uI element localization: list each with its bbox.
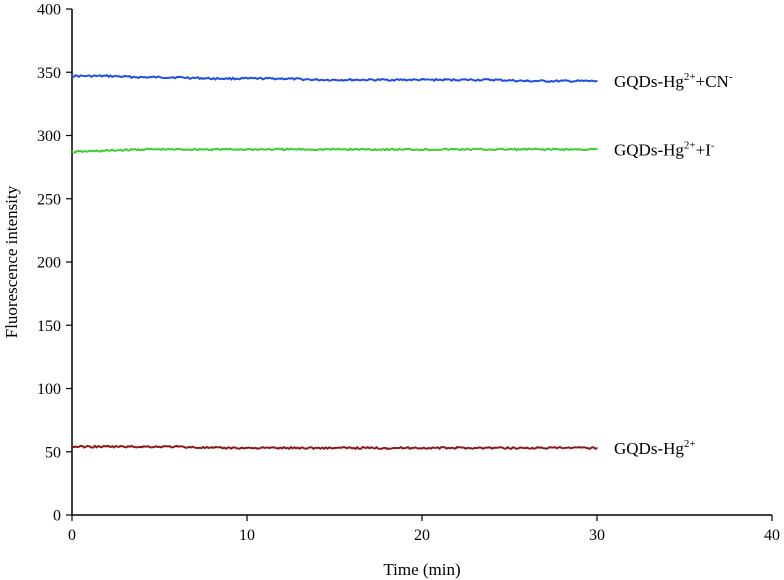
y-tick-label: 100: [37, 381, 61, 398]
series-label-text: GQDs-Hg: [614, 439, 684, 458]
series-point: [386, 447, 388, 449]
series-label: GQDs-Hg2++CN-: [614, 71, 733, 91]
series-line: [71, 444, 598, 451]
series-point: [491, 447, 493, 449]
series-point: [71, 445, 73, 448]
series-point: [281, 148, 283, 151]
series-point: [281, 77, 283, 80]
series-point: [421, 79, 423, 81]
x-tick-label: 30: [589, 527, 605, 544]
series-label-superscript: -: [729, 71, 733, 83]
series-label: GQDs-Hg2++I-: [614, 139, 715, 159]
series-point: [141, 148, 143, 151]
series-label-text: GQDs-Hg: [614, 140, 684, 159]
series-point: [351, 447, 353, 449]
series-point: [351, 79, 353, 81]
series-point: [526, 447, 528, 449]
series-point: [596, 447, 598, 449]
series-point: [211, 447, 213, 449]
series-point: [561, 80, 563, 82]
series-point: [456, 79, 458, 81]
series-point: [71, 75, 73, 77]
series-label: GQDs-Hg2+: [614, 438, 696, 458]
x-tick-label: 40: [764, 527, 780, 544]
y-axis-label: Fluorescence intensity: [2, 185, 21, 338]
series-point: [246, 148, 248, 151]
y-tick-label: 150: [37, 318, 61, 335]
series-label-superscript: 2+: [684, 438, 696, 450]
series-point: [316, 447, 318, 449]
series-point: [281, 447, 283, 449]
series-point: [561, 148, 563, 151]
series-point: [316, 148, 318, 151]
series-point: [106, 75, 108, 77]
x-tick-label: 0: [68, 527, 76, 544]
series-label-superscript: -: [711, 139, 715, 151]
series-point: [211, 77, 213, 80]
series-line: [71, 147, 598, 154]
series-point: [386, 79, 388, 81]
series-point: [456, 148, 458, 151]
x-tick-label: 10: [239, 527, 255, 544]
series-label-superscript: 2+: [684, 139, 696, 151]
series-point: [491, 148, 493, 151]
x-axis-label: Time (min): [383, 560, 460, 579]
y-tick-label: 250: [37, 191, 61, 208]
series-point: [176, 445, 178, 448]
y-tick-label: 300: [37, 128, 61, 145]
series-label-text: +CN: [696, 72, 729, 91]
series-point: [211, 148, 213, 151]
x-tick-label: 20: [414, 527, 430, 544]
series-lines: [71, 74, 598, 451]
series-point: [176, 76, 178, 79]
series-labels: GQDs-Hg2++CN-GQDs-Hg2++I-GQDs-Hg2+: [614, 71, 733, 458]
series-point: [526, 148, 528, 151]
y-tick-label: 200: [37, 255, 61, 272]
series-point: [421, 447, 423, 449]
series-point: [246, 77, 248, 80]
series-point: [176, 148, 178, 151]
series-point: [526, 80, 528, 82]
series-point: [491, 79, 493, 81]
series-point: [141, 445, 143, 448]
series-line: [71, 74, 598, 83]
series-label-text: +I: [696, 140, 712, 159]
y-tick-label: 50: [45, 444, 61, 461]
series-point: [456, 447, 458, 449]
series-label-text: GQDs-Hg: [614, 72, 684, 91]
y-ticks: 0 50 100 150 200 250 300 350 400: [37, 2, 72, 525]
y-tick-label: 350: [37, 65, 61, 82]
series-point: [141, 76, 143, 79]
series-point: [386, 148, 388, 151]
series-point: [106, 445, 108, 448]
y-tick-label: 400: [37, 2, 61, 19]
series-point: [246, 447, 248, 449]
x-ticks: 0 10 20 30 40: [68, 515, 780, 544]
y-tick-label: 0: [53, 508, 61, 525]
series-point: [71, 151, 73, 153]
series-point: [561, 447, 563, 449]
series-point: [316, 79, 318, 81]
series-point: [596, 148, 598, 151]
series-label-superscript: 2+: [684, 71, 696, 83]
series-point: [106, 149, 108, 152]
series-point: [351, 148, 353, 151]
series-point: [596, 80, 598, 82]
series-point: [421, 148, 423, 151]
